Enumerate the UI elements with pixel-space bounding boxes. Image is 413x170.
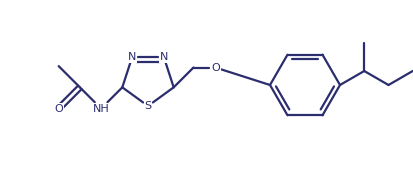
Text: N: N [160, 52, 168, 62]
Text: O: O [54, 104, 63, 114]
Text: N: N [128, 52, 136, 62]
Text: O: O [211, 63, 220, 73]
Text: NH: NH [93, 104, 109, 114]
Text: S: S [145, 101, 152, 111]
